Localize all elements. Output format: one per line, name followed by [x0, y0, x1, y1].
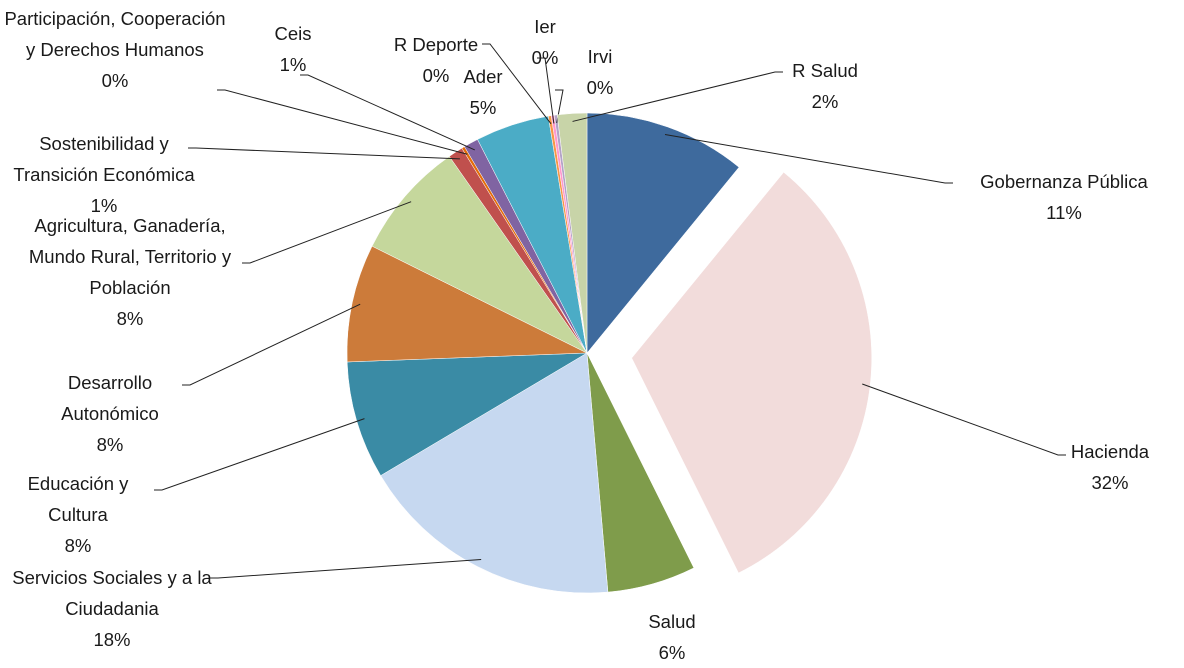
- slice-label: R Salud 2%: [770, 55, 880, 117]
- pie-slice: [380, 352, 609, 594]
- value-label: 6%: [658, 642, 686, 663]
- value-label: 18%: [93, 629, 131, 650]
- value-label: 0%: [101, 70, 129, 91]
- category-name: Ier: [534, 16, 556, 37]
- value-label: 11%: [1046, 202, 1082, 223]
- category-name: R Deporte: [393, 34, 479, 55]
- leader-line: [300, 74, 475, 151]
- category-name: Salud: [648, 611, 696, 632]
- value-label: 8%: [96, 434, 124, 455]
- value-label: 2%: [811, 91, 839, 112]
- value-label: 1%: [279, 54, 307, 75]
- slice-label: Irvi 0%: [575, 41, 625, 103]
- slice-label: Sostenibilidad y Transición Económica 1%: [7, 128, 202, 221]
- pie-slice: [631, 171, 872, 574]
- slice-label: Ceis 1%: [263, 18, 323, 80]
- value-label: 8%: [116, 308, 144, 329]
- slice-label: Participación, Cooperación y Derechos Hu…: [0, 3, 231, 96]
- category-name: Ader: [463, 66, 503, 87]
- slice-label: Agricultura, Ganadería, Mundo Rural, Ter…: [25, 210, 235, 334]
- leader-line: [188, 147, 460, 160]
- value-label: 5%: [469, 97, 497, 118]
- category-name: Hacienda: [1070, 441, 1150, 462]
- slice-label: Salud 6%: [627, 606, 717, 668]
- value-label: 0%: [586, 77, 614, 98]
- slice-label: Ader 5%: [453, 61, 513, 123]
- slice-label: Educación y Cultura 8%: [3, 468, 153, 561]
- value-label: 1%: [90, 195, 118, 216]
- slice-label: Ier 0%: [520, 11, 570, 73]
- category-name: Ceis: [274, 23, 312, 44]
- category-name: Desarrollo Autonómico: [61, 372, 159, 424]
- leader-line: [555, 89, 564, 124]
- leader-line: [242, 201, 412, 264]
- slice-label: Gobernanza Pública 11%: [944, 166, 1184, 228]
- leader-line: [572, 71, 783, 122]
- value-label: 32%: [1091, 472, 1129, 493]
- leader-line: [537, 57, 555, 124]
- leader-line: [182, 303, 361, 386]
- value-label: 0%: [531, 47, 559, 68]
- pie-slice: [586, 112, 740, 354]
- slice-label: Desarrollo Autonómico 8%: [30, 367, 190, 460]
- value-label: 8%: [64, 535, 92, 556]
- category-name: Agricultura, Ganadería, Mundo Rural, Ter…: [28, 215, 232, 298]
- category-name: Sostenibilidad y Transición Económica: [13, 133, 195, 185]
- leader-line: [154, 418, 365, 491]
- leader-line: [217, 89, 468, 155]
- leader-line: [664, 134, 953, 184]
- category-name: R Salud: [792, 60, 858, 81]
- pie-slice: [346, 245, 588, 363]
- category-name: Servicios Sociales y a la Ciudadania: [12, 567, 212, 619]
- category-name: Gobernanza Pública: [980, 171, 1148, 192]
- category-name: Irvi: [587, 46, 613, 67]
- leader-line: [210, 558, 482, 579]
- category-name: Educación y Cultura: [27, 473, 129, 525]
- leader-line: [482, 43, 552, 125]
- slice-label: Hacienda 32%: [1040, 436, 1180, 498]
- category-name: Participación, Cooperación y Derechos Hu…: [4, 8, 226, 60]
- leader-line: [862, 383, 1066, 456]
- slice-label: R Deporte 0%: [381, 29, 491, 91]
- slice-label: Servicios Sociales y a la Ciudadania 18%: [0, 562, 227, 655]
- pie-slice: [556, 112, 588, 354]
- value-label: 0%: [422, 65, 450, 86]
